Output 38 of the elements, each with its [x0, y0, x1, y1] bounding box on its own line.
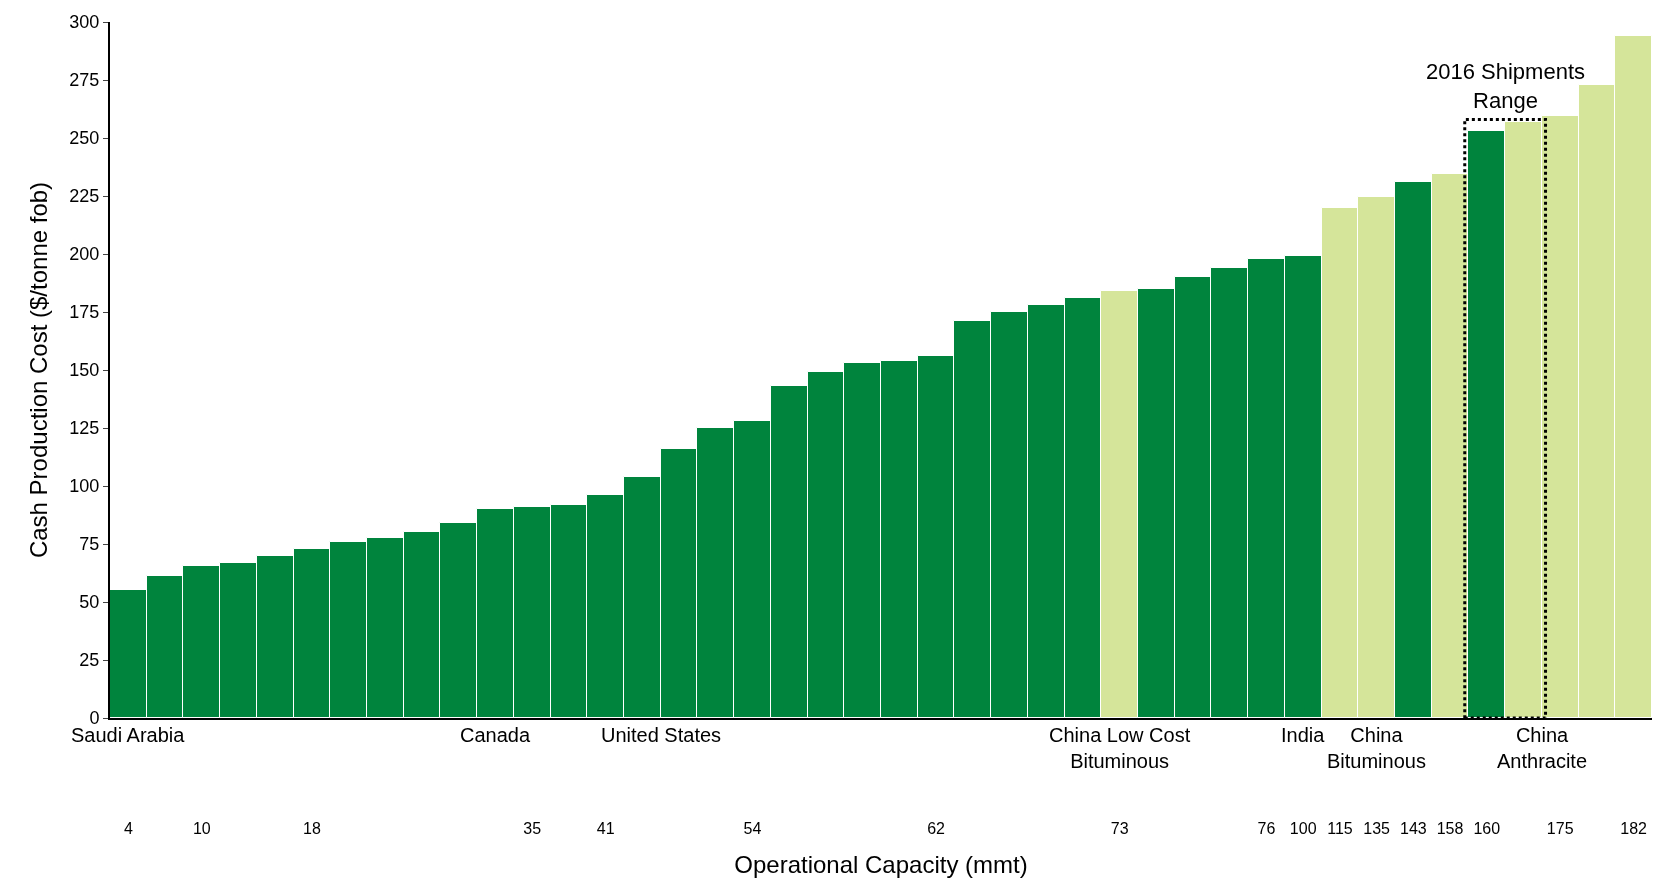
text: United States [601, 724, 722, 746]
x-tick-label: 135 [1363, 820, 1391, 838]
x-tick-label: 143 [1400, 820, 1427, 838]
x-tick-label: 62 [927, 820, 946, 838]
text: India [1281, 724, 1326, 746]
x-tick-label: 54 [743, 820, 762, 838]
text: China Bituminous [1327, 724, 1426, 772]
x-axis-title: Operational Capacity (mmt) [734, 851, 1028, 878]
text: Canada [460, 724, 531, 746]
y-tick-label: 100 [69, 476, 100, 497]
y-tick-label: 75 [79, 534, 100, 555]
annotation: 2016 Shipments Range [1426, 59, 1585, 113]
y-tick-label: 175 [69, 302, 100, 323]
x-tick-label: 41 [596, 820, 615, 838]
y-tick-label: 300 [69, 12, 100, 33]
y-axis-title: Cash Production Cost ($/tonne fob) [24, 181, 52, 559]
y-tick-label: 150 [69, 360, 100, 381]
y-tick-label: 125 [69, 418, 100, 439]
x-tick-label: 175 [1546, 820, 1574, 838]
y-tick-label: 250 [69, 128, 100, 149]
x-tick-label: 100 [1289, 820, 1317, 838]
x-tick-label: 182 [1620, 820, 1648, 838]
text: China Low Cost Bituminous [1049, 724, 1191, 772]
x-tick-label: 10 [192, 820, 211, 838]
x-tick-label: 115 [1327, 820, 1353, 838]
x-tick-label: 76 [1257, 820, 1276, 838]
x-tick-label: 35 [523, 820, 542, 838]
x-tick-label: 73 [1110, 820, 1129, 838]
x-tick-label: 18 [303, 820, 321, 838]
x-tick-label: 158 [1436, 820, 1464, 838]
y-tick-label: 200 [69, 244, 100, 265]
x-tick-label: 4 [123, 820, 133, 838]
x-tick-label: 160 [1473, 820, 1501, 838]
y-tick-label: 25 [79, 650, 100, 671]
text: China Anthracite [1497, 724, 1588, 772]
y-tick-label: 50 [79, 592, 100, 613]
y-tick-label: 225 [69, 186, 100, 207]
y-tick-label: 275 [69, 70, 100, 91]
